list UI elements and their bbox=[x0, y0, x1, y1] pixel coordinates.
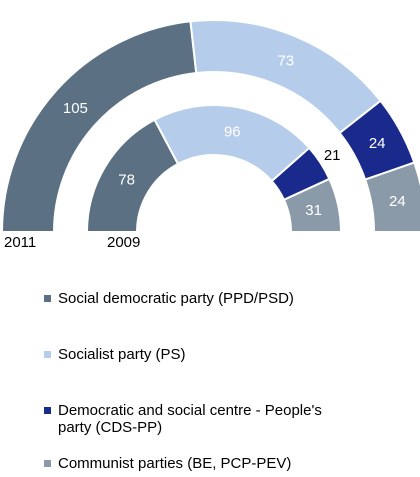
slice-label-2009-cds: 21 bbox=[324, 147, 341, 164]
slice-label-2009-psd: 78 bbox=[118, 171, 135, 188]
legend-item-communist: Communist parties (BE, PCP-PEV) bbox=[44, 455, 291, 472]
legend-item-psd: Social democratic party (PPD/PSD) bbox=[44, 290, 294, 307]
legend-item-cds: Democratic and social centre - People's … bbox=[44, 402, 354, 436]
slice-label-2009-communist: 31 bbox=[305, 202, 322, 219]
ring-label-2009: 2009 bbox=[107, 234, 141, 251]
donut-chart: 105 73 24 24 78 96 21 31 bbox=[0, 19, 420, 233]
slice-label-2011-psd: 105 bbox=[63, 100, 88, 117]
slice-label-2011-cds: 24 bbox=[369, 135, 386, 152]
ring-label-2011: 2011 bbox=[4, 234, 37, 251]
legend-item-ps: Socialist party (PS) bbox=[44, 346, 186, 363]
slice-label-2011-communist: 24 bbox=[389, 193, 406, 210]
legend-swatch-ps bbox=[44, 351, 51, 358]
slice-2009-communist bbox=[282, 177, 343, 233]
legend-label-ps: Socialist party (PS) bbox=[58, 346, 186, 363]
slice-2011-communist bbox=[363, 161, 420, 233]
legend-swatch-cds bbox=[44, 407, 51, 414]
legend-label-cds: Democratic and social centre - People's … bbox=[58, 402, 322, 436]
slice-label-2009-ps: 96 bbox=[224, 124, 241, 141]
slice-label-2011-ps: 73 bbox=[277, 52, 294, 69]
legend-swatch-communist bbox=[44, 460, 51, 467]
legend-label-psd: Social democratic party (PPD/PSD) bbox=[58, 290, 294, 307]
legend-label-communist: Communist parties (BE, PCP-PEV) bbox=[58, 455, 292, 472]
legend-swatch-psd bbox=[44, 295, 51, 302]
